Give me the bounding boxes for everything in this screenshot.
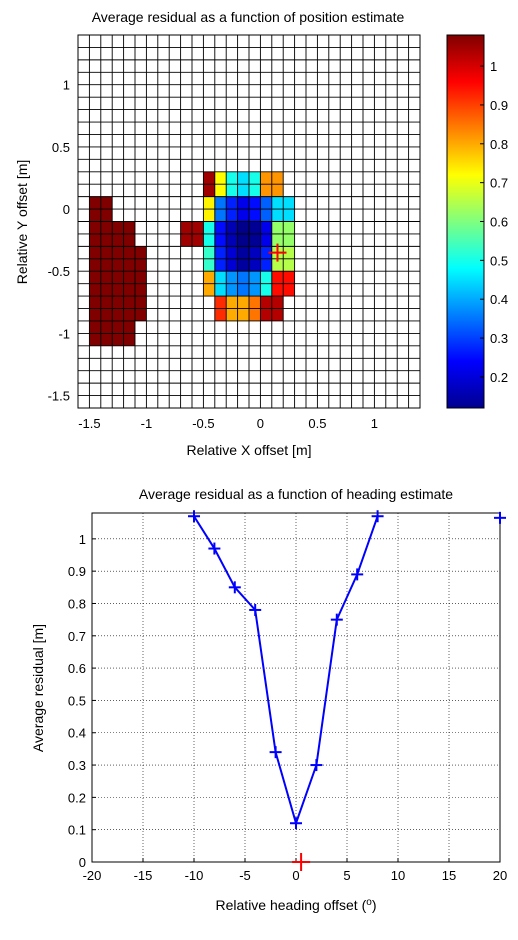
x-tick-label: 0.5 xyxy=(308,416,326,431)
data-point xyxy=(330,613,343,626)
heading-estimate-marker xyxy=(292,853,311,871)
heading-x-ticks: -20 -15 -10 -5 0 5 10 15 20 xyxy=(83,858,507,883)
x-tick-label: 0 xyxy=(257,416,264,431)
heading-y-ticks: 0 0.1 0.2 0.3 0.4 0.5 0.6 0.7 0.8 0.9 1 xyxy=(68,532,96,870)
heading-x-axis-label: Relative heading offset (o) xyxy=(216,897,377,914)
x-tick-label: -10 xyxy=(185,868,204,883)
y-tick-label: 0.3 xyxy=(68,758,86,773)
data-point xyxy=(208,542,221,555)
data-point xyxy=(269,746,282,759)
position-plot-frame xyxy=(77,34,421,409)
y-tick-label: 1 xyxy=(63,78,70,93)
heading-grid xyxy=(92,513,500,862)
y-tick-label: 0.8 xyxy=(68,596,86,611)
position-chart: Average residual as a function of positi… xyxy=(14,9,508,458)
extra-data-point xyxy=(494,511,506,524)
x-tick-label: -1.5 xyxy=(78,416,100,431)
y-tick-label: 0.7 xyxy=(68,629,86,644)
estimate-plus xyxy=(268,243,287,262)
data-point xyxy=(228,581,241,594)
colorbar-tick-label: 1 xyxy=(490,59,497,74)
data-point xyxy=(371,510,384,523)
position-y-axis-label: Relative Y offset [m] xyxy=(14,160,30,285)
colorbar-ticks: 0.2 0.3 0.4 0.5 0.6 0.7 0.8 0.9 1 xyxy=(480,59,508,385)
heading-chart-title: Average residual as a function of headin… xyxy=(139,486,453,502)
heading-series xyxy=(188,510,506,871)
colorbar-tick-label: 0.3 xyxy=(490,331,508,346)
heatmap-grid xyxy=(78,35,420,408)
colorbar: 0.2 0.3 0.4 0.5 0.6 0.7 0.8 0.9 1 xyxy=(446,34,508,409)
colorbar-tick-label: 0.4 xyxy=(490,292,508,307)
colorbar-tick-label: 0.5 xyxy=(490,253,508,268)
x-tick-label: 15 xyxy=(442,868,456,883)
colorbar-tick-label: 0.8 xyxy=(490,137,508,152)
y-tick-label: 0.5 xyxy=(52,140,70,155)
y-tick-label: 0.1 xyxy=(68,823,86,838)
x-tick-label: -1 xyxy=(141,416,153,431)
colorbar-gradient xyxy=(446,34,485,409)
x-tick-label: -0.5 xyxy=(192,416,214,431)
heading-y-axis-label: Average residual [m] xyxy=(30,624,46,752)
y-tick-label: 0.9 xyxy=(68,564,86,579)
y-tick-label: 0.2 xyxy=(68,790,86,805)
y-tick-label: -1.5 xyxy=(48,389,70,404)
data-point xyxy=(351,568,364,581)
heading-chart: Average residual as a function of headin… xyxy=(30,486,507,913)
data-point xyxy=(310,759,323,772)
data-point xyxy=(188,510,200,523)
data-point xyxy=(249,603,262,616)
x-tick-label: 20 xyxy=(493,868,507,883)
series-line xyxy=(193,515,379,827)
y-tick-label: 1 xyxy=(79,532,86,547)
x-tick-label: 0 xyxy=(292,868,299,883)
position-estimate-marker xyxy=(268,243,287,262)
x-tick-label: 1 xyxy=(371,416,378,431)
x-tick-label: -20 xyxy=(83,868,102,883)
y-tick-label: -1 xyxy=(58,326,70,341)
x-tick-label: -15 xyxy=(134,868,153,883)
x-tick-label: 10 xyxy=(391,868,405,883)
y-tick-label: -0.5 xyxy=(48,264,70,279)
colorbar-tick-label: 0.2 xyxy=(490,370,508,385)
colorbar-tick-label: 0.9 xyxy=(490,98,508,113)
x-tick-label: 5 xyxy=(343,868,350,883)
y-tick-label: 0.6 xyxy=(68,661,86,676)
position-y-ticks: -1.5 -1 -0.5 0 0.5 1 xyxy=(48,78,70,404)
y-tick-label: 0.4 xyxy=(68,726,86,741)
position-chart-title: Average residual as a function of positi… xyxy=(92,9,405,25)
x-tick-label: -5 xyxy=(239,868,251,883)
position-x-axis-label: Relative X offset [m] xyxy=(186,442,311,458)
data-point xyxy=(290,817,302,830)
degree-superscript: o xyxy=(366,897,372,908)
position-x-ticks: -1.5 -1 -0.5 0 0.5 1 xyxy=(78,416,378,431)
colorbar-tick-label: 0.6 xyxy=(490,215,508,230)
y-tick-label: 0 xyxy=(63,202,70,217)
colorbar-tick-label: 0.7 xyxy=(490,176,508,191)
y-tick-label: 0 xyxy=(79,855,86,870)
y-tick-label: 0.5 xyxy=(68,693,86,708)
